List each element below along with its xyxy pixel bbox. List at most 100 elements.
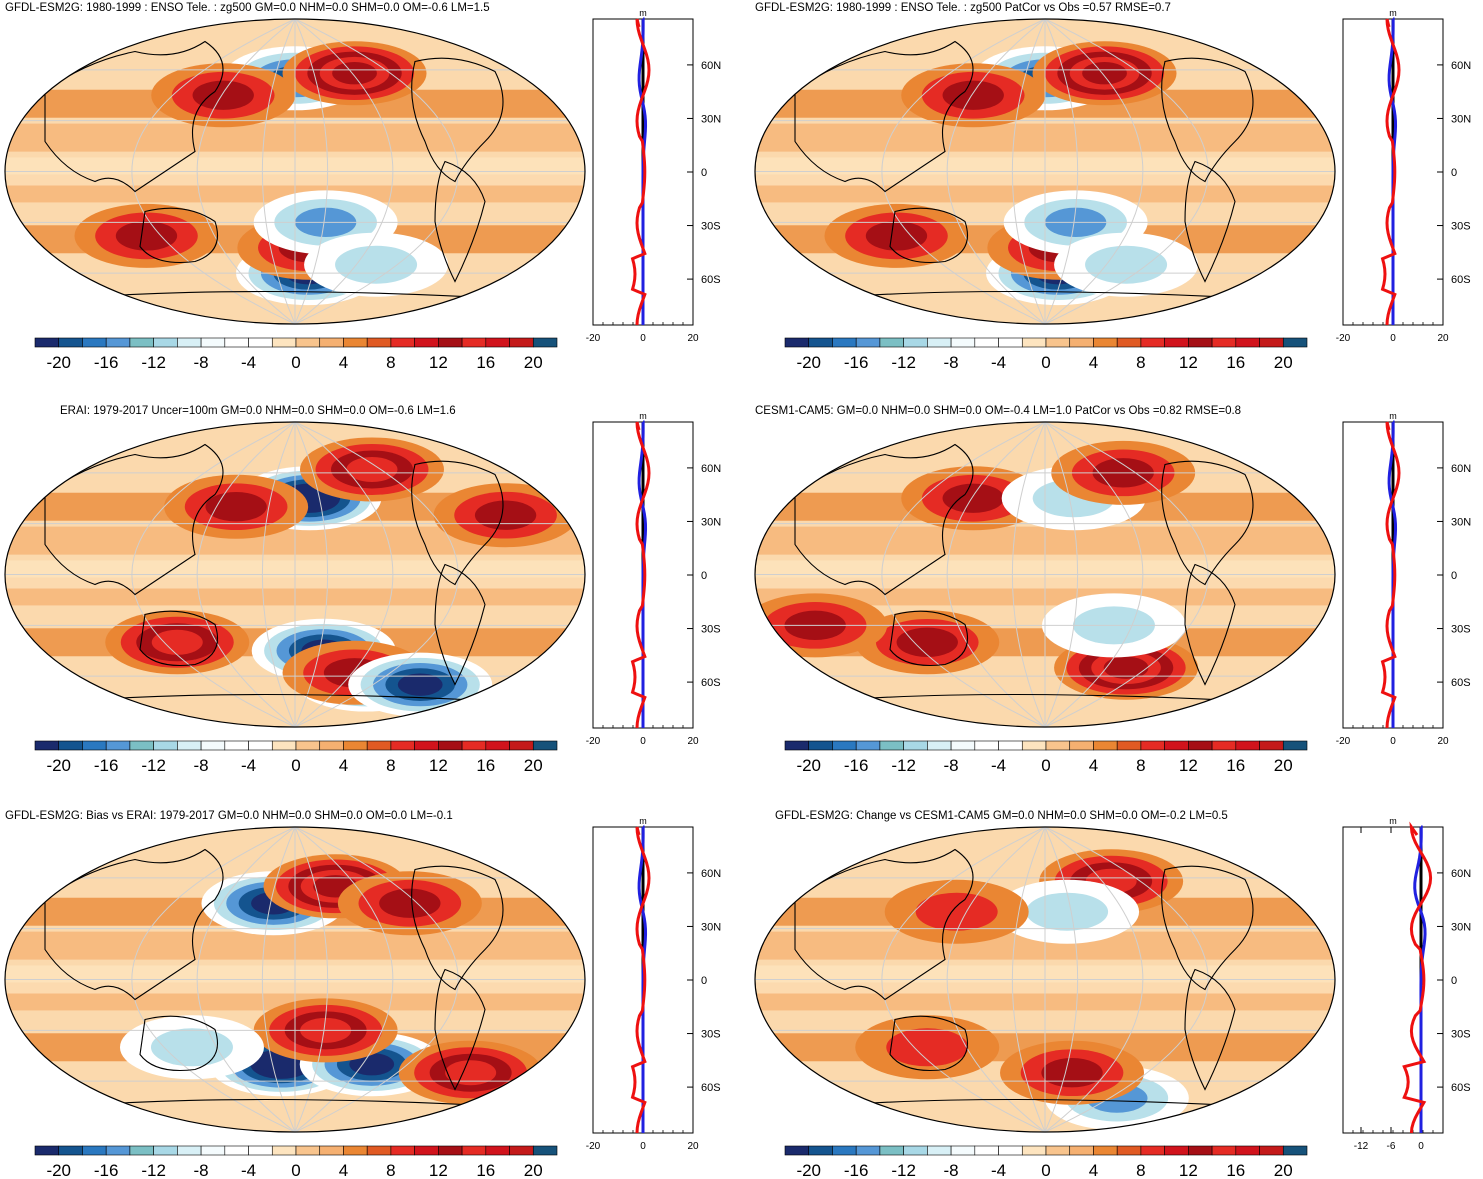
panel-2: GFDL-ESM2G: 1980-1999 : ENSO Tele. : zg5…	[754, 2, 1471, 372]
colorbar-swatch	[974, 740, 999, 751]
colorbar-swatch	[1164, 740, 1189, 751]
anomaly-contour	[349, 1053, 395, 1076]
colorbar-swatch	[485, 337, 510, 348]
colorbar-label: 16	[1226, 353, 1245, 372]
colorbar-label: -16	[844, 756, 869, 775]
profile-unit: m	[639, 816, 647, 826]
panel-title: GFDL-ESM2G: Bias vs ERAI: 1979-2017 GM=0…	[5, 810, 453, 822]
colorbar-label: -12	[141, 1161, 166, 1179]
map-outline	[754, 18, 1336, 325]
profile-xtick-label: -6	[1387, 1141, 1396, 1152]
profile-lat-label: 0	[701, 570, 707, 582]
graticule-lon	[196, 827, 296, 1132]
profile-lat-label: 60S	[701, 1082, 721, 1094]
colorbar-label: 20	[524, 353, 543, 372]
colorbar-swatch	[1188, 740, 1213, 751]
colorbar-swatch	[366, 740, 392, 751]
colorbar-label: 20	[524, 1161, 543, 1179]
colorbar-swatch	[998, 337, 1023, 348]
colorbar-swatch	[1259, 1145, 1284, 1156]
profile-nh-curve	[1413, 825, 1427, 1133]
anomaly-contour	[915, 892, 998, 931]
colorbar-swatch	[1235, 1145, 1260, 1156]
colorbar-label: -8	[944, 756, 959, 775]
profile-lat-label: 30S	[701, 1029, 721, 1041]
profile-lat-label: 60N	[1451, 868, 1471, 880]
profile-lat-label: 30N	[701, 113, 721, 125]
anomaly-contour	[865, 221, 928, 251]
colorbar-swatch	[1069, 1145, 1094, 1156]
profile-xtick-label: 0	[640, 736, 646, 747]
coastline	[1161, 460, 1254, 586]
profile-lat-label: 60S	[1451, 677, 1471, 689]
colorbar-label: -16	[94, 1161, 119, 1179]
colorbar-label: 4	[339, 353, 348, 372]
colorbar-swatch	[1211, 740, 1237, 751]
colorbar-label: -12	[141, 353, 166, 372]
map-outline	[754, 826, 1336, 1133]
coastline	[411, 460, 504, 586]
colorbar-swatch	[485, 1145, 510, 1156]
colorbar-label: -20	[46, 1161, 71, 1179]
graticule-lon	[1044, 19, 1079, 324]
colorbar-swatch	[903, 1145, 928, 1156]
colorbar-swatch	[1164, 337, 1189, 348]
profile-lat-label: 30N	[701, 516, 721, 528]
colorbar-swatch	[1235, 740, 1260, 751]
profile-lat-label: 60S	[1451, 1082, 1471, 1094]
coastline	[1161, 865, 1254, 991]
colorbar-label: -20	[796, 1161, 821, 1179]
colorbar-swatch	[295, 337, 321, 348]
graticule-lon	[261, 19, 296, 324]
colorbar-swatch	[34, 740, 60, 751]
colorbar-swatch	[784, 337, 810, 348]
colorbar-swatch	[485, 740, 510, 751]
colorbar-label: -8	[944, 1161, 959, 1179]
graticule-lon	[1044, 19, 1144, 324]
colorbar-swatch	[808, 337, 833, 348]
colorbar-label: 0	[291, 1161, 300, 1179]
graticule-lon	[1044, 422, 1209, 727]
profile-lat-label: 30S	[1451, 1029, 1471, 1041]
colorbar-swatch	[224, 1145, 249, 1156]
panel-title: GFDL-ESM2G: 1980-1999 : ENSO Tele. : zg5…	[5, 2, 490, 14]
profile-lat-label: 60S	[701, 677, 721, 689]
graticule-lon	[294, 19, 329, 324]
colorbar-swatch	[414, 1145, 439, 1156]
profile-lat-label: 0	[701, 975, 707, 987]
colorbar-swatch	[1045, 337, 1071, 348]
graticule-lon	[1044, 19, 1209, 324]
colorbar-label: -4	[241, 353, 256, 372]
coastline	[794, 40, 974, 193]
anomaly-contour	[346, 456, 398, 482]
colorbar-swatch	[1093, 1145, 1118, 1156]
colorbar-swatch	[319, 740, 344, 751]
profile-lat-label: 30S	[701, 624, 721, 636]
coastline	[1184, 563, 1236, 686]
profile-nh-curve	[1387, 420, 1398, 728]
anomaly-contour	[192, 80, 254, 110]
colorbar-swatch	[1116, 337, 1142, 348]
colorbar-label: -16	[94, 353, 119, 372]
profile-sh-curve	[630, 18, 651, 326]
colorbar-swatch	[82, 740, 107, 751]
colorbar-label: -16	[94, 756, 119, 775]
colorbar-swatch	[832, 337, 857, 348]
anomaly-contour	[205, 492, 267, 522]
coastline	[139, 207, 219, 263]
coastline	[434, 563, 486, 686]
colorbar-swatch	[461, 337, 487, 348]
colorbar-label: 4	[339, 756, 348, 775]
colorbar-swatch	[58, 337, 83, 348]
panel-title: CESM1-CAM5: GM=0.0 NHM=0.0 SHM=0.0 OM=-0…	[755, 405, 1241, 417]
colorbar-swatch	[532, 337, 558, 348]
colorbar-swatch	[1069, 740, 1094, 751]
profile-xtick-label: -20	[586, 736, 601, 747]
colorbar-swatch	[224, 740, 249, 751]
anomaly-contour	[379, 888, 441, 918]
colorbar-swatch	[414, 740, 439, 751]
colorbar-label: 20	[1274, 756, 1293, 775]
coastline	[1184, 160, 1236, 283]
